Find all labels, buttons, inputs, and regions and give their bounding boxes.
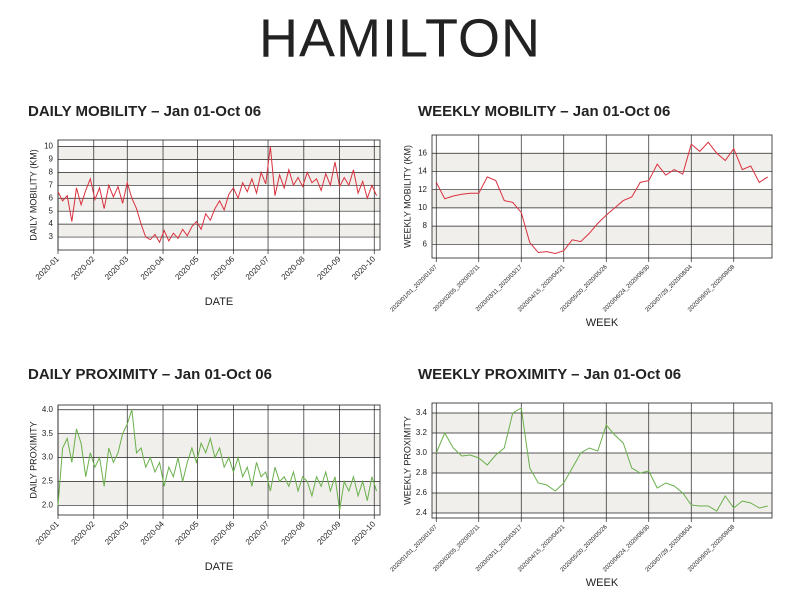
x-tick-label: 2020-03 (103, 519, 131, 547)
grid-band (58, 433, 380, 458)
plot-frame (431, 402, 773, 519)
grid-band (432, 413, 772, 433)
y-axis-label: DAILY MOBILITY (KM) (28, 149, 38, 241)
grid-band (432, 493, 772, 513)
y-tick-label: 3.0 (42, 453, 54, 462)
x-tick-label: 2020-06 (209, 254, 237, 282)
x-tick-label: 2020/07/29_2020/08/04 (645, 524, 695, 574)
y-tick-label: 16 (418, 148, 427, 157)
x-tick-label: 2020-02 (70, 519, 98, 547)
plot-frame (431, 134, 773, 259)
chart: DAILY MOBILITY – Jan 01-Oct 06 3 4 5 6 7 8 9 10 2… (28, 103, 381, 308)
x-tick-label: 2020-01 (34, 254, 62, 282)
x-tick-label: 2020/04/15_2020/04/21 (517, 264, 567, 314)
data-line (435, 407, 768, 512)
x-tick-label: 2020/06/24_2020/06/30 (602, 524, 652, 574)
x-tick-label: 2020/06/24_2020/06/30 (602, 264, 652, 314)
page-title: HAMILTON (259, 8, 541, 68)
x-tick-label: 2020/07/29_2020/08/04 (645, 264, 695, 314)
x-axis-label: DATE (205, 296, 234, 308)
plot-frame (57, 404, 381, 516)
x-tick-label: 2020-03 (103, 254, 131, 282)
x-tick-label: 2020/09/02_2020/09/08 (687, 264, 737, 314)
chart-title: WEEKLY PROXIMITY – Jan 01-Oct 06 (418, 366, 681, 383)
grid-band (58, 224, 380, 238)
y-tick-label: 9 (49, 155, 54, 164)
grid-band (58, 172, 380, 186)
y-tick-label: 3.4 (416, 408, 428, 417)
x-tick-label: 2020-01 (34, 519, 62, 547)
x-tick-label: 2020-09 (315, 519, 343, 547)
plot-frame (57, 139, 381, 251)
grid-band (432, 189, 772, 208)
grid-band (432, 453, 772, 473)
data-line (57, 409, 378, 511)
y-tick-label: 8 (423, 221, 428, 230)
grid-band (432, 226, 772, 245)
x-axis-label: WEEK (586, 317, 619, 329)
y-tick-label: 2.6 (416, 488, 428, 497)
grid-band (58, 146, 380, 160)
x-tick-label: 2020-07 (244, 254, 272, 282)
y-tick-label: 10 (44, 142, 53, 151)
x-tick-label: 2020/05/20_2020/05/26 (560, 524, 610, 574)
y-tick-label: 12 (418, 185, 427, 194)
data-line (57, 146, 377, 244)
y-tick-label: 2.8 (416, 468, 428, 477)
x-axis-label: DATE (205, 561, 234, 573)
grid-band (432, 153, 772, 172)
y-tick-label: 2.0 (42, 501, 54, 510)
x-tick-label: 2020-04 (139, 254, 167, 282)
chart-title: DAILY PROXIMITY – Jan 01-Oct 06 (28, 366, 272, 383)
chart: WEEKLY PROXIMITY – Jan 01-Oct 06 2.4 2.6 2.… (390, 366, 773, 589)
y-tick-label: 2.4 (416, 508, 428, 517)
x-tick-label: 2020-02 (70, 254, 98, 282)
y-tick-label: 8 (49, 167, 54, 176)
x-tick-label: 2020/03/11_2020/03/17 (475, 524, 524, 573)
grid-band (58, 481, 380, 506)
y-tick-label: 3.0 (416, 448, 428, 457)
x-tick-label: 2020-05 (173, 519, 201, 547)
x-tick-label: 2020-08 (280, 254, 308, 282)
y-tick-label: 6 (423, 239, 428, 248)
x-tick-label: 2020/02/05_2020/02/11 (433, 264, 482, 313)
y-tick-label: 14 (418, 167, 427, 176)
chart: DAILY PROXIMITY – Jan 01-Oct 06 2.0 2.5 3.0… (28, 366, 381, 573)
data-line (435, 141, 769, 254)
x-tick-label: 2020-10 (350, 519, 378, 547)
grid-band (58, 198, 380, 212)
y-axis-label: WEEKLY PROXIMITY (402, 416, 412, 505)
x-tick-label: 2020/02/05_2020/02/11 (433, 524, 482, 573)
x-tick-label: 2020-06 (209, 519, 237, 547)
y-tick-label: 3.2 (416, 428, 428, 437)
chart-title: WEEKLY MOBILITY – Jan 01-Oct 06 (418, 103, 670, 120)
x-tick-label: 2020/05/20_2020/05/26 (560, 264, 610, 314)
x-tick-label: 2020-05 (173, 254, 201, 282)
x-tick-label: 2020/01/01_2020/01/07 (390, 524, 440, 574)
y-tick-label: 3.5 (42, 429, 54, 438)
x-axis-label: WEEK (586, 577, 619, 589)
x-tick-label: 2020/01/01_2020/01/07 (390, 264, 440, 314)
x-tick-label: 2020-04 (139, 519, 167, 547)
y-axis-label: WEEKLY MOBILITY (KM) (402, 145, 412, 248)
y-tick-label: 7 (49, 180, 54, 189)
y-axis-label: DAILY PROXIMITY (28, 421, 38, 498)
y-tick-label: 6 (49, 193, 54, 202)
x-tick-label: 2020-08 (280, 519, 308, 547)
x-tick-label: 2020/09/02_2020/09/08 (687, 524, 737, 574)
x-tick-label: 2020-09 (315, 254, 343, 282)
y-tick-label: 5 (49, 206, 54, 215)
y-tick-label: 10 (418, 203, 427, 212)
y-tick-label: 4.0 (42, 405, 54, 414)
y-tick-label: 3 (49, 232, 54, 241)
x-tick-label: 2020-10 (350, 254, 378, 282)
chart-title: DAILY MOBILITY – Jan 01-Oct 06 (28, 103, 261, 120)
x-tick-label: 2020/04/15_2020/04/21 (517, 524, 567, 574)
chart: WEEKLY MOBILITY – Jan 01-Oct 06 6 8 10 12 14 1… (390, 103, 773, 329)
y-tick-label: 2.5 (42, 477, 54, 486)
x-tick-label: 2020-07 (244, 519, 272, 547)
y-tick-label: 4 (49, 219, 54, 228)
x-tick-label: 2020/03/11_2020/03/17 (475, 264, 524, 313)
